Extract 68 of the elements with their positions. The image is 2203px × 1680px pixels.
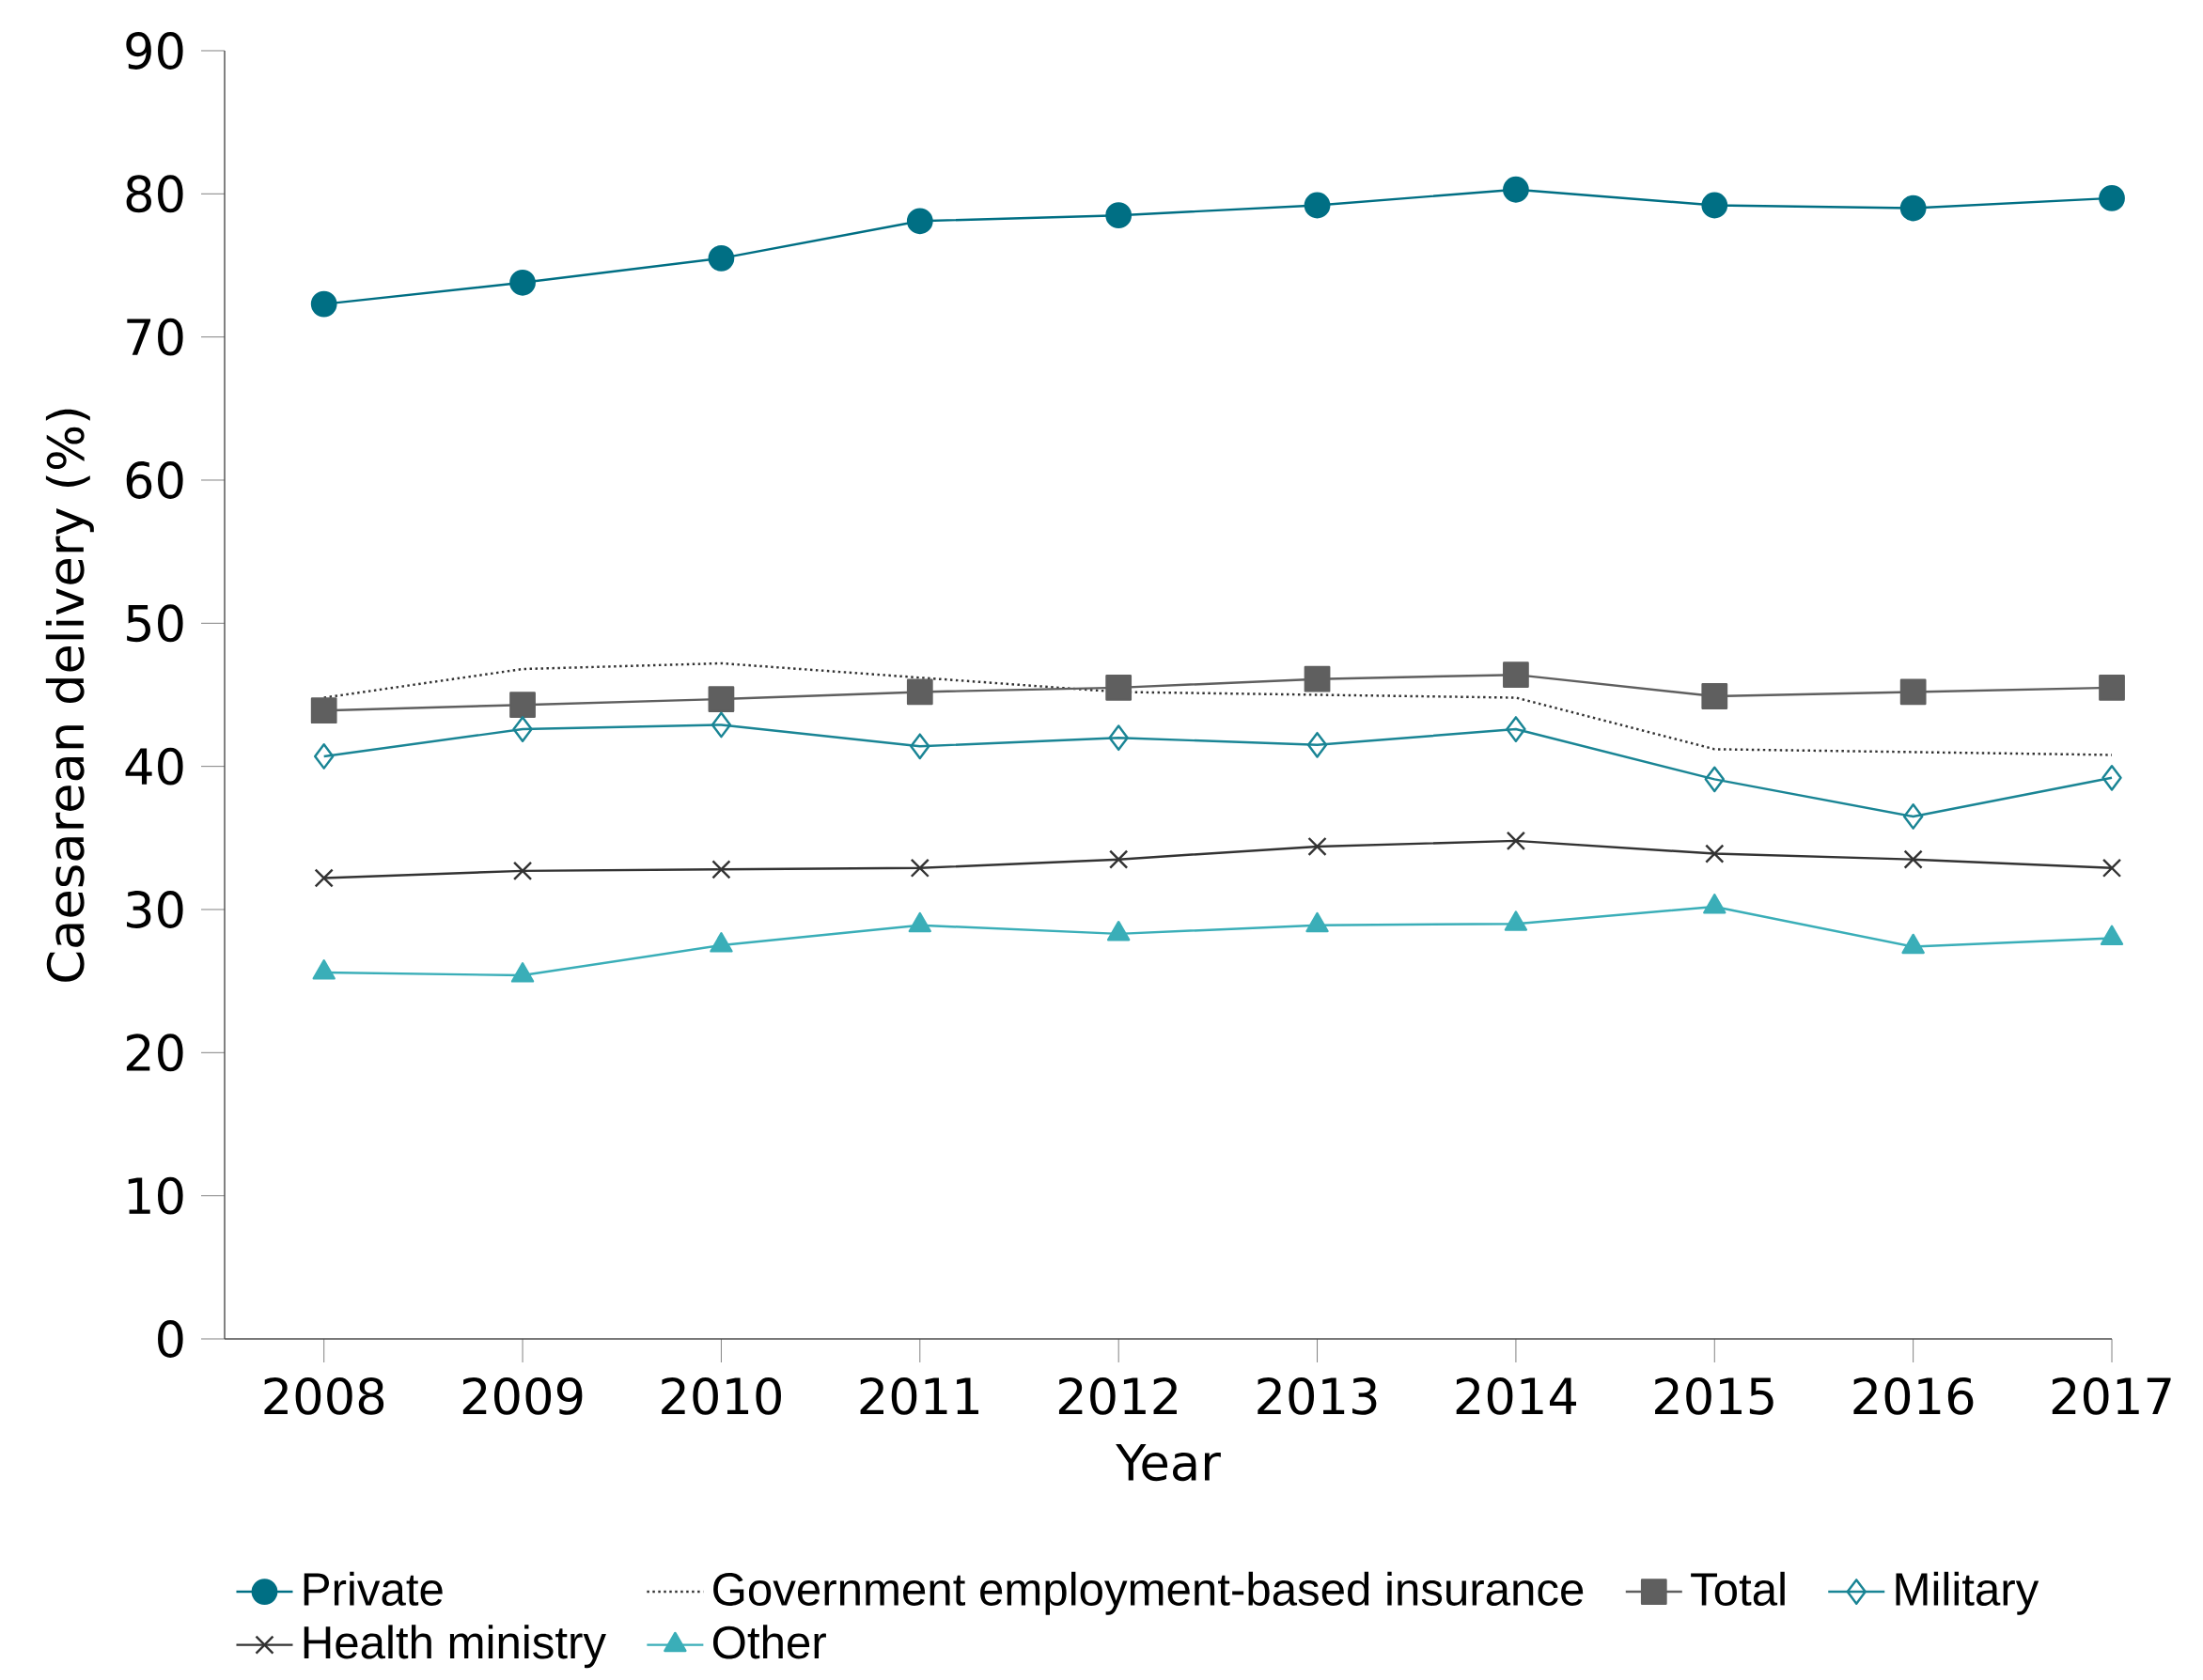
- y-tick-label: 90: [126, 32, 183, 70]
- y-tick-label: 60: [126, 461, 183, 499]
- point: [1108, 724, 1129, 752]
- point: [2101, 858, 2122, 878]
- point: [509, 269, 536, 296]
- x-tick-label: 2012: [1058, 1377, 1177, 1415]
- x-tick-label: 2016: [1853, 1377, 1974, 1415]
- point: [1506, 831, 1526, 851]
- point: [1109, 849, 1129, 869]
- legend-label: Government employment-based insurance: [713, 1571, 1584, 1615]
- y-tick-label: 40: [125, 747, 183, 786]
- point: [2101, 764, 2122, 791]
- point: [2099, 185, 2125, 211]
- x-tick-label: 2009: [462, 1377, 583, 1415]
- y-axis-title: Caesarean delivery (%): [45, 409, 94, 982]
- y-tick-label: 50: [127, 604, 183, 643]
- point: [1506, 716, 1526, 742]
- x-tick-label: 2011: [860, 1377, 978, 1415]
- point: [906, 208, 933, 235]
- point: [314, 868, 334, 888]
- y-tick-label: 20: [126, 1034, 183, 1072]
- point: [512, 861, 533, 881]
- point: [910, 733, 930, 760]
- point: [711, 711, 732, 739]
- x-tick-label: 2010: [662, 1377, 781, 1415]
- point: [1105, 202, 1133, 229]
- y-tick-label: 10: [128, 1176, 183, 1215]
- point: [1307, 836, 1327, 857]
- y-tick-label: 0: [158, 1320, 183, 1358]
- point: [310, 290, 337, 318]
- y-tick-label: 80: [126, 175, 183, 213]
- point: [1306, 731, 1328, 758]
- point: [313, 743, 335, 770]
- point: [1304, 192, 1331, 219]
- legend-label: Other: [712, 1625, 826, 1659]
- point: [1705, 844, 1725, 863]
- point: [509, 692, 536, 719]
- point: [1503, 661, 1529, 689]
- point: [310, 697, 337, 724]
- point: [2099, 674, 2125, 701]
- y-tick-label: 30: [127, 891, 183, 928]
- point: [1899, 194, 1927, 222]
- point: [708, 686, 735, 712]
- legend-label: Military: [1896, 1571, 2039, 1615]
- x-tick-label: 2017: [2052, 1377, 2171, 1415]
- point: [906, 678, 933, 706]
- x-tick-label: 2008: [264, 1377, 384, 1415]
- legend-label: Private: [304, 1571, 443, 1606]
- x-tick-label: 2013: [1258, 1377, 1377, 1415]
- point: [512, 716, 533, 742]
- point: [708, 244, 735, 272]
- point: [711, 860, 731, 879]
- point: [1704, 766, 1725, 793]
- x-tick-label: 2015: [1655, 1377, 1773, 1415]
- legend-label: Total: [1691, 1571, 1785, 1606]
- point: [1503, 176, 1529, 203]
- x-tick-label: 2014: [1456, 1377, 1577, 1415]
- point: [1899, 678, 1927, 706]
- y-tick-label: 70: [127, 318, 183, 356]
- legend-label: Health ministry: [304, 1625, 606, 1669]
- point: [1903, 849, 1923, 869]
- point: [1701, 683, 1728, 709]
- point: [910, 858, 930, 878]
- point: [1701, 192, 1728, 219]
- point: [1304, 665, 1331, 692]
- point: [1902, 803, 1924, 830]
- point: [1105, 674, 1133, 701]
- x-axis-title: Year: [1116, 1443, 1221, 1482]
